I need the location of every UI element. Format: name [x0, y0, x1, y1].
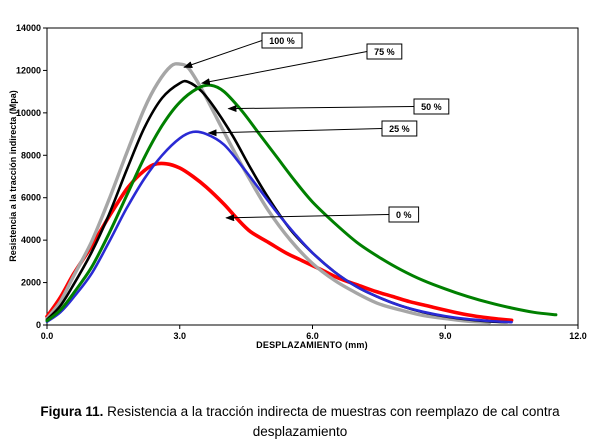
series-line-50pct	[45, 83, 558, 323]
y-tick-label: 8000	[21, 150, 41, 160]
x-tick-label: 0.0	[41, 331, 54, 341]
series-line-100pct	[45, 62, 492, 325]
y-axis-title: Resistencia a la tracción indirecta (Mpa…	[8, 90, 18, 262]
annotation-leader-line	[183, 40, 263, 68]
annotation-label: 75 %	[374, 47, 395, 57]
plot-frame	[46, 27, 579, 326]
figure-caption-number: Figura 11.	[40, 403, 104, 419]
y-tick-label: 0	[36, 320, 41, 330]
y-tick-label: 2000	[21, 278, 41, 288]
x-tick-label: 9.0	[439, 331, 452, 341]
chart-area: 0 2000 4000 6000 8000 10000 12000 14000 0.0 3.0 6.…	[8, 23, 587, 350]
annotation-leader-line	[227, 105, 415, 113]
annotation-label: 50 %	[421, 102, 442, 112]
annotation-box	[261, 32, 303, 49]
y-tick-label: 6000	[21, 193, 41, 203]
x-tick-label: 6.0	[306, 331, 319, 341]
annotation-label: 100 %	[269, 36, 295, 46]
x-axis-title: DESPLAZAMIENTO (mm)	[256, 340, 368, 350]
y-tick-label: 12000	[16, 65, 41, 75]
figure-caption: Figura 11. Resistencia a la tracción ind…	[28, 402, 572, 443]
annotation-box	[381, 120, 418, 137]
x-tick-label: 3.0	[173, 331, 186, 341]
chart-canvas: 0 2000 4000 6000 8000 10000 12000 14000 0.0 3.0 6.…	[16, 23, 587, 341]
annotation-box	[388, 206, 420, 223]
annotation-leader-line	[225, 214, 390, 222]
series-line-25pct	[45, 130, 513, 324]
series-line-0pct	[45, 161, 514, 323]
figure-caption-text: Resistencia a la tracción indirecta de m…	[103, 403, 560, 439]
y-tick-label: 4000	[21, 235, 41, 245]
annotation-leader-line	[200, 51, 368, 86]
x-tick-label: 12.0	[569, 331, 587, 341]
y-tick-label: 14000	[16, 23, 41, 33]
annotation-leader-line	[207, 128, 383, 137]
annotation-label: 0 %	[396, 210, 412, 220]
annotation-box	[413, 98, 450, 115]
annotation-box	[366, 43, 403, 60]
y-tick-label: 10000	[16, 108, 41, 118]
annotation-label: 25 %	[389, 124, 410, 134]
